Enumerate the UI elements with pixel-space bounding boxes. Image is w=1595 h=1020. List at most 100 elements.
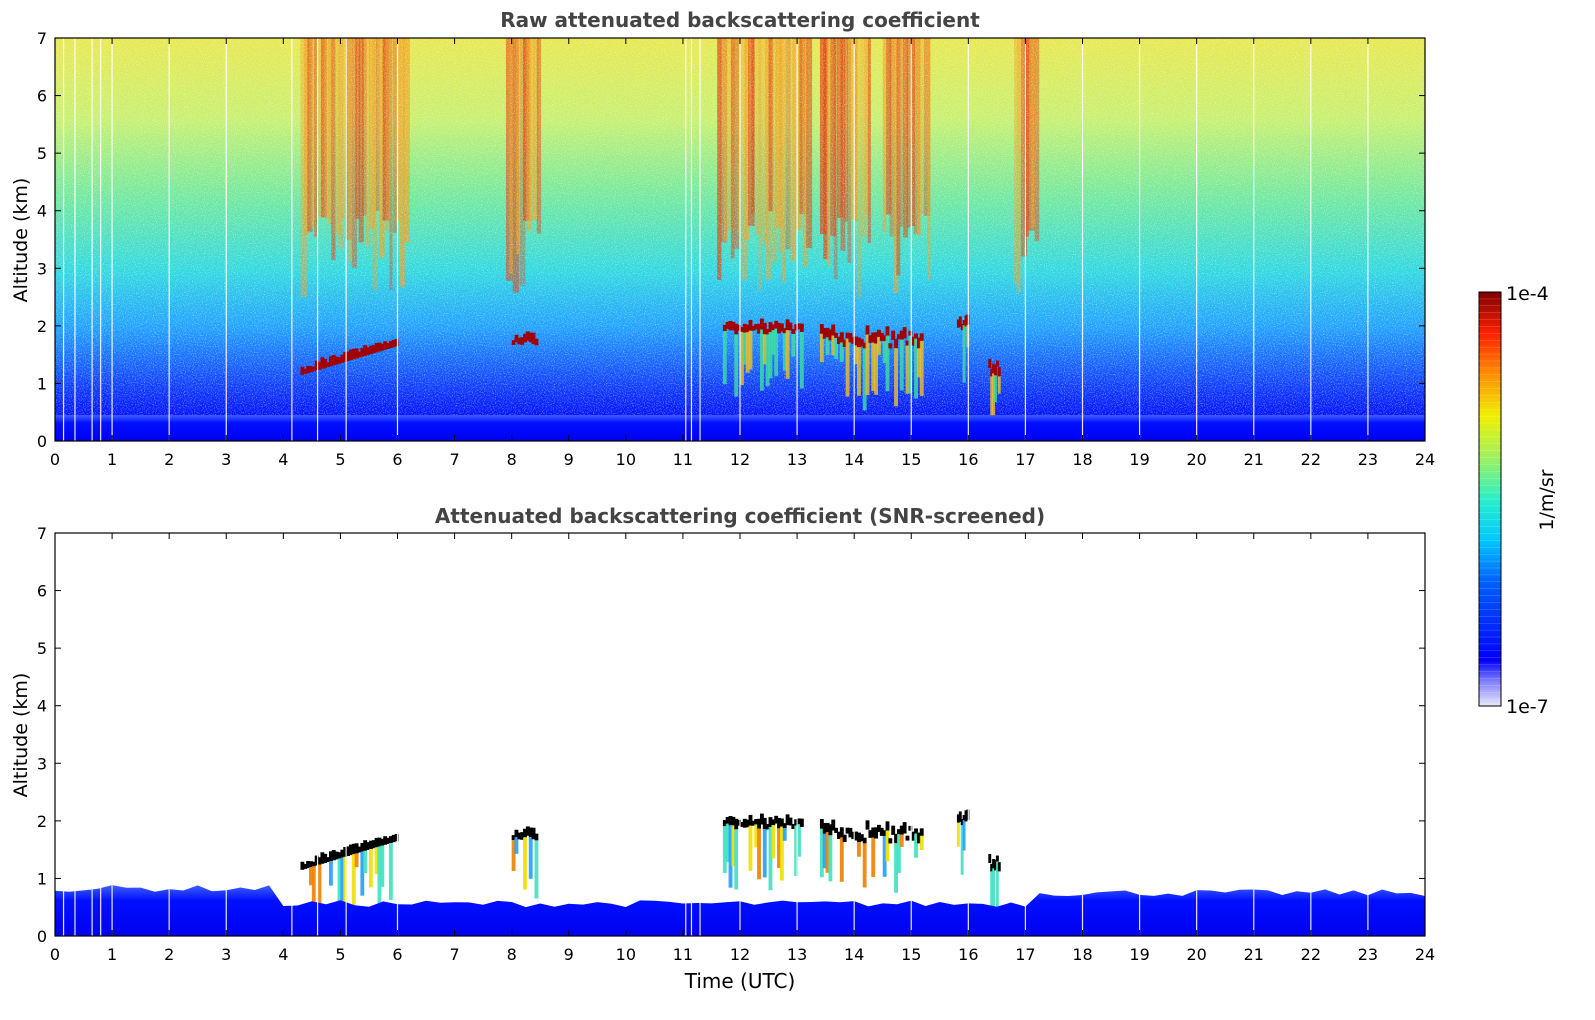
cloud-core [742,323,747,333]
cloud-core [762,817,767,830]
virga [899,339,904,391]
cloud-core [958,316,962,327]
cloud-core [762,322,767,335]
virga [745,332,750,373]
cloud-core [742,818,747,828]
cloud-core [734,323,739,335]
cloud-core [391,834,396,843]
cloud-core [788,322,793,331]
cloud-core [386,837,390,844]
x-tick-label: 1 [107,945,117,964]
cloud-core [992,859,996,869]
cloud-core [916,832,921,844]
cloud-core [859,339,864,347]
virga [896,834,901,873]
cloud-core [383,836,388,845]
virga [839,342,844,363]
virga [777,828,781,868]
cloud-core [380,343,385,351]
cloud-core [839,332,844,343]
cloud-core [839,827,844,838]
x-tick-label: 10 [616,945,636,964]
x-tick-label: 21 [1244,945,1264,964]
virga [857,347,861,396]
cloud-core [851,831,856,840]
cloud-core [777,322,781,334]
virga [343,856,348,905]
cloud-core [326,857,330,863]
top-heatmap [55,38,1425,441]
cloud-core [988,358,992,369]
cloud-core [765,329,770,335]
cloud-core [331,355,336,366]
x-tick-label: 7 [449,945,459,964]
virga [990,376,994,425]
cloud-core [759,813,764,825]
x-tick-label: 6 [392,945,402,964]
virga [317,864,322,918]
cloud-core [323,853,328,863]
cloud-core [523,828,527,838]
cloud-core [309,366,313,373]
y-tick-label: 1 [37,374,47,393]
x-tick-label: 8 [507,945,517,964]
x-tick-label: 15 [901,945,921,964]
cloud-core [306,366,311,374]
cloud-core [831,324,836,336]
cloud-core [346,846,350,856]
cloud-core [528,827,533,838]
virga [862,843,867,888]
virga [363,850,368,874]
x-tick-label: 11 [673,450,693,469]
cloud-core [865,820,870,830]
virga [822,833,827,869]
cloud-core [374,342,379,353]
colorbar-unit-label: 1/m/sr [1536,469,1558,530]
cloud-core [797,818,801,825]
cloud-core [368,840,373,850]
virga [914,833,918,858]
cloud-core [828,329,833,341]
virga [514,837,519,854]
cloud-core [868,335,873,343]
cloud-core [834,827,839,834]
cloud-core [517,832,522,840]
x-tick-label: 17 [1015,945,1035,964]
cloud-core [874,332,878,344]
virga [992,868,996,917]
virga [960,825,964,875]
cloud-core [363,840,368,851]
cloud-core [799,818,804,828]
virga [388,843,393,900]
virga [885,335,890,392]
cloud-core [737,324,741,331]
virga [374,847,379,875]
virga [728,825,733,888]
cloud-core [768,817,773,828]
cloud-core [871,332,876,343]
cloud-core [731,321,736,331]
cloud-core [343,351,348,362]
virga [534,840,539,899]
cloud-core [759,318,764,330]
virga [785,330,790,379]
virga [839,837,844,882]
virga [956,822,960,847]
cloud-core [380,838,385,846]
cloud-core [865,325,870,335]
cloud-core [879,332,884,341]
cloud-core [908,330,913,336]
y-tick-label: 7 [37,524,47,543]
cloud-core [371,840,376,849]
x-tick-label: 10 [616,450,636,469]
x-tick-label: 5 [335,450,345,469]
cloud-core [525,826,530,836]
cloud-core [740,326,744,332]
cloud-core [956,319,960,328]
cloud-core [354,843,359,854]
cloud-core [751,820,756,826]
cloud-core [511,835,516,841]
cloud-core [348,349,353,361]
cloud-core [366,347,370,355]
cloud-core [782,328,787,334]
